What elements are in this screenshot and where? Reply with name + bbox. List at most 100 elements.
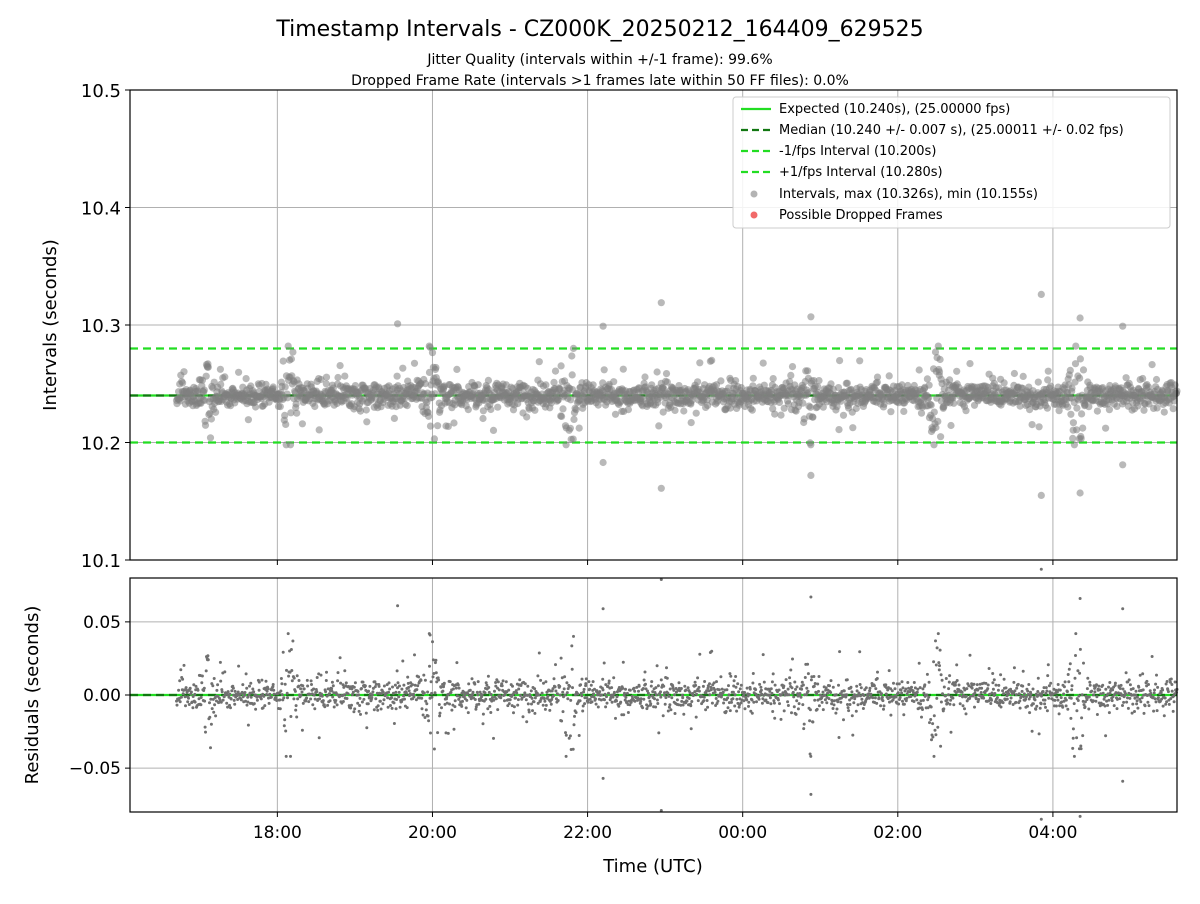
chart-subtitle-jitter: Jitter Quality (intervals within +/-1 fr… [426,52,772,68]
residual-point [589,683,593,687]
residual-point [345,697,349,700]
residual-point [601,607,605,611]
residual-point [317,672,321,676]
residual-point [337,695,341,699]
interval-point [1037,491,1045,499]
residual-point [492,698,496,702]
residual-point [1064,698,1068,702]
residual-point [209,697,213,701]
residual-point [511,684,514,688]
residual-point [417,675,421,679]
interval-point [687,419,695,427]
residual-point [191,695,195,698]
residual-point [984,681,988,685]
residual-point [742,699,746,703]
residual-point [430,695,434,699]
residual-point [409,681,413,685]
residual-point [376,708,380,712]
residual-point [650,680,654,684]
residual-point [1060,700,1064,704]
residual-point [370,696,374,700]
interval-point [966,360,974,368]
residual-point [673,712,677,715]
residual-point [533,687,537,691]
residual-point [279,677,283,680]
residual-point [516,703,520,707]
residual-point [489,693,493,696]
interval-point [432,363,440,372]
residual-point [622,713,626,717]
residual-point [861,707,865,710]
interval-point [282,420,290,428]
interval-point [281,411,289,419]
residual-point [882,707,885,711]
residual-point [688,691,692,694]
interval-point [880,400,888,408]
residual-point [684,688,688,692]
interval-point [410,359,419,367]
residual-point [435,680,439,684]
residual-point [897,682,901,686]
residual-point [1001,701,1005,705]
residual-point [573,714,576,718]
residual-point [757,697,761,701]
residual-point [732,684,736,688]
residual-point [1021,669,1025,673]
residual-point [424,699,428,703]
interval-point [179,379,187,387]
residual-point [299,687,303,691]
residual-point [284,729,288,733]
residual-point [203,725,207,729]
interval-point [568,371,576,379]
residual-point [584,677,588,681]
residual-point [935,646,939,650]
residual-point [720,687,724,691]
residual-point [1069,716,1073,720]
residual-point [791,690,795,694]
residual-point [702,695,706,699]
residual-point [601,677,605,681]
residual-point [1085,687,1089,691]
residual-point [428,664,431,668]
residual-point [297,684,301,688]
residual-point [1043,702,1047,706]
interval-point [569,435,577,443]
residual-point [350,703,353,707]
residual-point [782,709,786,713]
residual-point [315,676,319,679]
residual-point [797,702,801,706]
interval-point [1076,314,1084,322]
residual-point [283,682,287,686]
residual-point [923,683,927,687]
interval-point [298,420,306,428]
residual-point [935,696,939,700]
interval-point [737,384,745,392]
residual-point [647,695,651,699]
residual-point [335,703,339,707]
residual-point [1097,684,1101,688]
residual-point [666,691,670,695]
residual-point [958,694,962,698]
residual-point [199,703,203,707]
residual-point [751,672,755,675]
interval-point [925,393,933,401]
residual-point [391,691,395,695]
residual-point [433,661,437,665]
residual-point [264,679,268,683]
residual-point [432,672,436,675]
interval-point [654,398,662,406]
interval-point [800,415,808,423]
residual-point [289,648,293,651]
residual-point [1156,685,1160,689]
residual-point [542,681,545,685]
residual-point [801,703,805,707]
residual-point [367,689,370,693]
residual-point [363,684,367,688]
residual-point [312,693,316,697]
residual-point [396,681,400,685]
residual-point [496,680,500,684]
residual-point [802,722,806,726]
residual-point [646,704,650,708]
residual-point [727,693,731,697]
residual-point [1051,692,1055,696]
